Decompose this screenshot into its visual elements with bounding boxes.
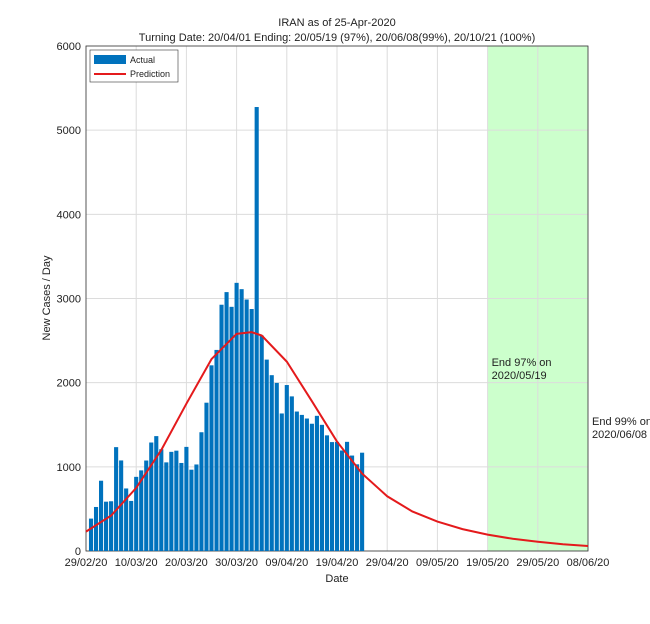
bar xyxy=(284,385,289,551)
x-tick-label: 09/05/20 xyxy=(416,557,459,569)
bar xyxy=(309,423,314,551)
bar xyxy=(314,415,319,551)
bar xyxy=(99,480,104,551)
bar xyxy=(104,501,109,551)
bar xyxy=(149,442,154,551)
bar xyxy=(259,335,264,551)
bar xyxy=(184,446,189,551)
x-tick-label: 09/04/20 xyxy=(265,557,308,569)
bar xyxy=(279,413,284,551)
bar xyxy=(129,500,134,551)
bar xyxy=(224,292,229,551)
annotation: End 97% on xyxy=(492,357,552,369)
x-tick-label: 29/04/20 xyxy=(366,557,409,569)
bar xyxy=(254,107,259,551)
chart-title: IRAN as of 25-Apr-2020 xyxy=(278,17,395,29)
bar xyxy=(144,460,149,551)
x-tick-label: 29/02/20 xyxy=(65,557,108,569)
bar xyxy=(139,470,144,551)
bar xyxy=(134,476,139,551)
bar xyxy=(204,402,209,551)
x-tick-label: 29/05/20 xyxy=(516,557,559,569)
legend-label: Prediction xyxy=(130,69,170,79)
annotation: 2020/06/08 xyxy=(592,429,647,441)
x-tick-label: 30/03/20 xyxy=(215,557,258,569)
bar xyxy=(274,382,279,551)
bar xyxy=(269,375,274,551)
bar xyxy=(189,469,194,551)
annotation: 2020/05/19 xyxy=(492,370,547,382)
bar xyxy=(339,450,345,551)
bar xyxy=(319,424,324,551)
bar xyxy=(179,462,184,551)
bar xyxy=(244,299,249,551)
bar xyxy=(324,435,330,551)
bar xyxy=(93,506,99,551)
bar xyxy=(249,309,254,551)
bar xyxy=(229,306,234,551)
x-tick-label: 08/06/20 xyxy=(567,557,610,569)
y-tick-label: 1000 xyxy=(57,462,81,474)
bar xyxy=(294,411,299,551)
y-tick-label: 0 xyxy=(75,546,81,558)
legend-label: Actual xyxy=(130,55,155,65)
y-tick-label: 6000 xyxy=(57,41,81,53)
prediction-line xyxy=(85,331,589,547)
bar xyxy=(289,396,294,551)
bar xyxy=(194,464,199,551)
chart-subtitle: Turning Date: 20/04/01 Ending: 20/05/19 … xyxy=(139,32,535,44)
bar xyxy=(88,518,94,551)
bar xyxy=(219,304,224,551)
bar xyxy=(114,447,119,551)
x-tick-label: 10/03/20 xyxy=(115,557,158,569)
bar xyxy=(174,450,179,551)
bar xyxy=(329,442,335,551)
x-axis-label: Date xyxy=(325,573,348,585)
y-tick-label: 3000 xyxy=(57,294,81,306)
y-tick-label: 4000 xyxy=(57,209,81,221)
bar xyxy=(154,436,159,551)
bar xyxy=(334,441,340,551)
legend-swatch xyxy=(94,55,126,64)
bar xyxy=(355,464,360,551)
bar xyxy=(124,488,129,551)
bar xyxy=(234,282,239,551)
bar xyxy=(169,451,174,551)
bar xyxy=(159,449,164,551)
y-tick-label: 2000 xyxy=(57,378,81,390)
bar xyxy=(344,441,350,551)
bar xyxy=(350,455,355,551)
y-tick-label: 5000 xyxy=(57,125,81,137)
x-tick-label: 19/04/20 xyxy=(316,557,359,569)
x-tick-label: 19/05/20 xyxy=(466,557,509,569)
x-tick-label: 20/03/20 xyxy=(165,557,208,569)
bar xyxy=(239,289,244,551)
bar xyxy=(209,365,214,551)
bar xyxy=(214,349,219,551)
bar xyxy=(360,452,365,551)
bar xyxy=(264,359,269,551)
y-axis-label: New Cases / Day xyxy=(41,255,53,340)
bar xyxy=(199,432,204,551)
bar xyxy=(299,414,304,551)
annotation: End 99% on xyxy=(592,416,650,428)
bar xyxy=(164,462,169,551)
legend: Actual Prediction xyxy=(89,49,179,83)
bar xyxy=(304,418,309,551)
bar xyxy=(109,501,114,551)
